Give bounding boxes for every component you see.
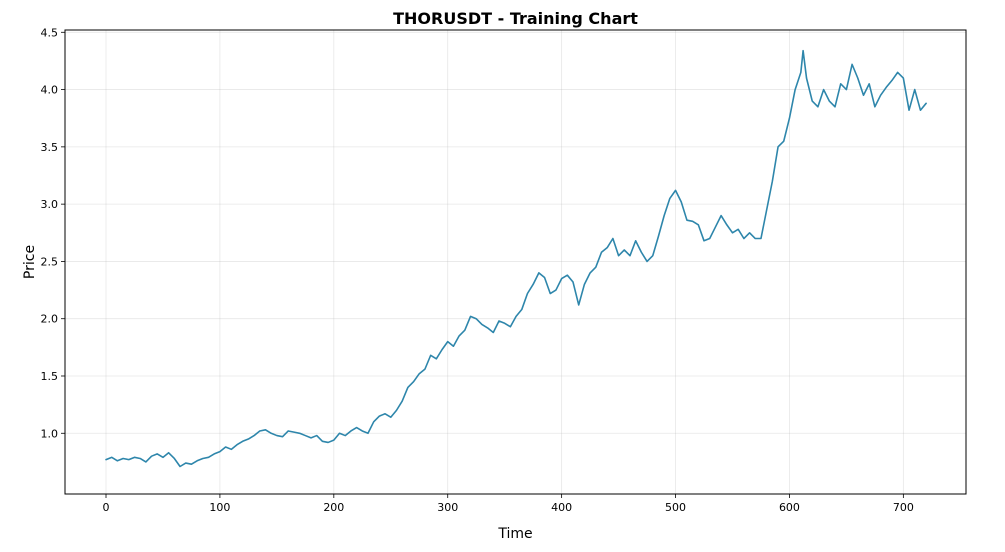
x-tick-label: 700: [893, 501, 914, 514]
y-tick-label: 1.0: [41, 427, 59, 440]
x-tick-label: 300: [437, 501, 458, 514]
y-tick-label: 4.5: [41, 26, 59, 39]
plot-frame: [64, 29, 967, 495]
y-tick-label: 2.0: [41, 313, 59, 326]
y-tick-label: 1.5: [41, 370, 59, 383]
x-axis: 0 100 200 300 400 500 600 700: [103, 494, 914, 514]
y-axis-label: Price: [22, 245, 38, 279]
series-layer: [105, 49, 927, 468]
y-tick-label: 4.0: [41, 84, 59, 97]
y-tick-label: 2.5: [41, 255, 59, 268]
grid: [65, 30, 966, 494]
chart-title: THORUSDT - Training Chart: [393, 9, 638, 28]
x-tick-label: 200: [323, 501, 344, 514]
price-series-line: [105, 49, 927, 468]
y-axis: 1.0 1.5 2.0 2.5 3.0 3.5 4.0 4.5: [41, 26, 65, 440]
x-axis-label: Time: [497, 526, 532, 542]
y-tick-label: 3.0: [41, 198, 59, 211]
x-tick-label: 500: [665, 501, 686, 514]
x-tick-label: 400: [551, 501, 572, 514]
x-tick-label: 600: [779, 501, 800, 514]
x-tick-label: 0: [103, 501, 110, 514]
x-tick-label: 100: [209, 501, 230, 514]
y-tick-label: 3.5: [41, 141, 59, 154]
